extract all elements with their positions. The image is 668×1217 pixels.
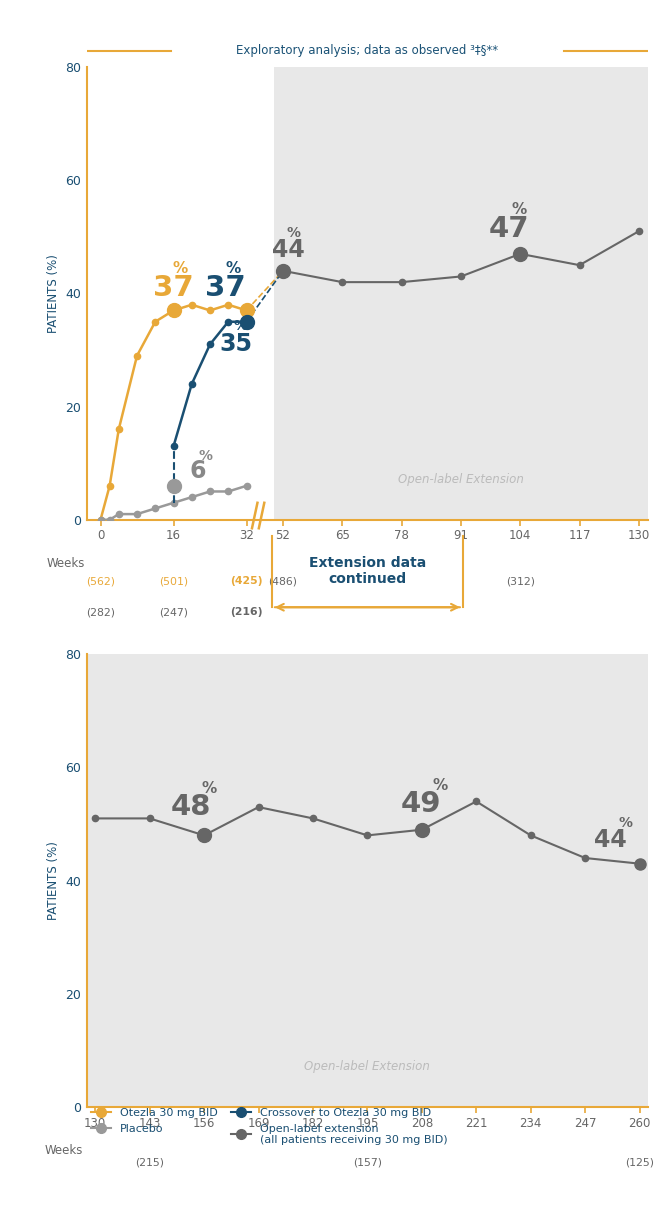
- Text: (282): (282): [86, 607, 115, 617]
- Text: 44: 44: [272, 239, 305, 263]
- Text: Open-label Extension: Open-label Extension: [305, 1060, 430, 1073]
- Text: (486): (486): [269, 577, 297, 587]
- Text: %: %: [172, 262, 188, 276]
- Text: 35: 35: [219, 332, 252, 355]
- Text: %: %: [225, 262, 240, 276]
- Text: (157): (157): [353, 1157, 382, 1168]
- Text: 47: 47: [488, 214, 529, 242]
- Text: Extension data
continued: Extension data continued: [309, 556, 426, 587]
- Text: (562): (562): [86, 577, 115, 587]
- Text: (215): (215): [135, 1157, 164, 1168]
- Text: (125): (125): [625, 1157, 654, 1168]
- Text: 37: 37: [153, 274, 194, 302]
- Text: Exploratory analysis; data as observed ³‡§**: Exploratory analysis; data as observed ³…: [236, 44, 498, 57]
- Text: 44: 44: [594, 829, 627, 852]
- Text: Weeks: Weeks: [46, 556, 85, 570]
- Legend: Otezla 30 mg BID, Placebo, Crossover to Otezla 30 mg BID, Open-label extension
(: Otezla 30 mg BID, Placebo, Crossover to …: [87, 1103, 452, 1150]
- Text: 37: 37: [206, 274, 246, 302]
- Bar: [274, 67, 648, 520]
- Text: %: %: [198, 449, 212, 464]
- Text: %: %: [234, 319, 248, 333]
- Text: %: %: [287, 225, 301, 240]
- Text: %: %: [432, 778, 448, 793]
- Text: (216): (216): [230, 607, 263, 617]
- Text: (501): (501): [159, 577, 188, 587]
- Text: (425): (425): [230, 577, 263, 587]
- Text: %: %: [511, 202, 526, 217]
- Text: 48: 48: [170, 793, 211, 821]
- Text: %: %: [619, 815, 633, 830]
- Text: Open-label Extension: Open-label Extension: [398, 473, 524, 486]
- Text: %: %: [202, 781, 217, 796]
- Y-axis label: PATIENTS (%): PATIENTS (%): [47, 841, 59, 920]
- Text: 6: 6: [190, 459, 206, 483]
- Text: Weeks: Weeks: [44, 1144, 83, 1156]
- Text: (312): (312): [506, 577, 534, 587]
- Y-axis label: PATIENTS (%): PATIENTS (%): [47, 254, 59, 333]
- Text: 49: 49: [401, 790, 442, 818]
- Text: (247): (247): [159, 607, 188, 617]
